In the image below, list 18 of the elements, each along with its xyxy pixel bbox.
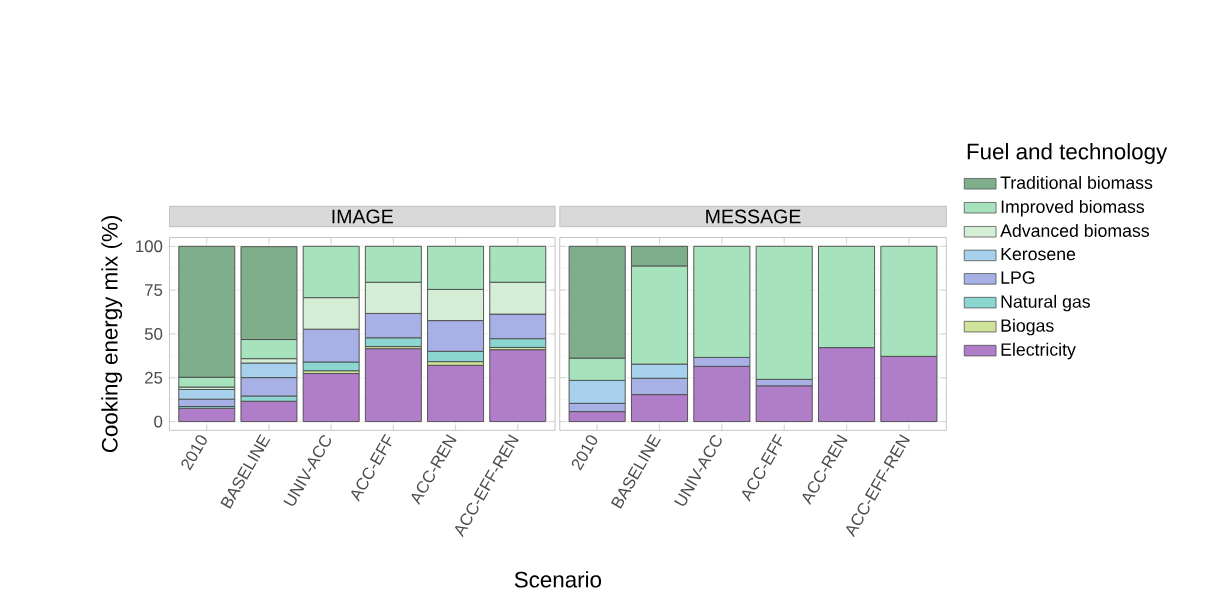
- legend-label: Kerosene: [1001, 247, 1076, 261]
- y-tick-label: 0: [154, 415, 163, 428]
- chart-title: IMAGE: [332, 209, 393, 224]
- legend-label: LPG: [1001, 271, 1035, 284]
- legend-label: Improved biomass: [1001, 199, 1145, 217]
- legend-label: Traditional biomass: [1000, 175, 1153, 189]
- y-axis-title: Cooking energy mix (%): [101, 216, 123, 453]
- legend-label: Biogas: [1001, 318, 1054, 336]
- x-axis-title: Scenario: [514, 571, 602, 588]
- legend-title: Fuel and technology: [967, 143, 1168, 164]
- legend-label: Natural gas: [1001, 294, 1090, 312]
- chart-title: MESSAGE: [706, 209, 801, 224]
- y-tick-label: 50: [144, 327, 163, 340]
- y-tick-label: 25: [145, 371, 163, 384]
- y-tick-label: 100: [136, 240, 163, 253]
- legend-label: Advanced biomass: [1000, 223, 1150, 237]
- legend-label: Electricity: [1001, 342, 1076, 360]
- y-tick-label: 75: [145, 284, 163, 296]
